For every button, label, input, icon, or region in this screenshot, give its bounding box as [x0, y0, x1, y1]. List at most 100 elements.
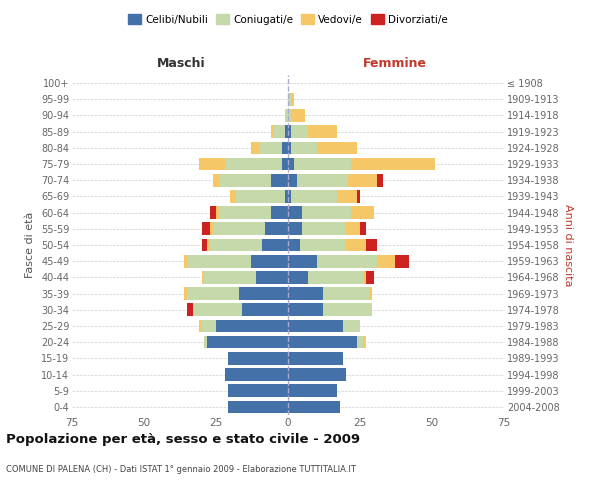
Bar [368, 288, 371, 300]
Bar [291, 126, 308, 138]
Text: Popolazione per età, sesso e stato civile - 2009: Popolazione per età, sesso e stato civil… [6, 432, 360, 446]
Bar [360, 222, 366, 235]
Bar [349, 174, 377, 186]
Bar [363, 336, 366, 348]
Bar [363, 271, 366, 283]
Bar [187, 304, 193, 316]
Bar [259, 142, 282, 154]
Bar [288, 109, 291, 122]
Bar [291, 93, 294, 106]
Bar [288, 206, 302, 219]
Bar [288, 238, 299, 252]
Bar [291, 109, 305, 122]
Bar [210, 222, 213, 235]
Bar [262, 238, 288, 252]
Bar [323, 288, 368, 300]
Bar [216, 206, 219, 219]
Bar [288, 93, 291, 106]
Bar [357, 336, 363, 348]
Bar [193, 304, 242, 316]
Bar [299, 238, 346, 252]
Text: Maschi: Maschi [157, 57, 206, 70]
Bar [224, 158, 282, 170]
Bar [285, 109, 288, 122]
Bar [251, 255, 288, 268]
Bar [219, 174, 271, 186]
Bar [285, 126, 288, 138]
Bar [302, 206, 352, 219]
Bar [265, 222, 288, 235]
Bar [199, 320, 202, 332]
Bar [337, 190, 357, 202]
Bar [288, 271, 308, 283]
Bar [216, 320, 288, 332]
Bar [323, 304, 371, 316]
Bar [308, 271, 363, 283]
Bar [251, 142, 259, 154]
Bar [274, 126, 285, 138]
Bar [343, 320, 360, 332]
Bar [242, 304, 288, 316]
Bar [285, 190, 288, 202]
Bar [288, 174, 296, 186]
Bar [288, 190, 291, 202]
Bar [288, 222, 302, 235]
Bar [208, 238, 210, 252]
Bar [296, 174, 349, 186]
Bar [227, 400, 288, 413]
Bar [256, 271, 288, 283]
Bar [184, 288, 187, 300]
Bar [202, 320, 216, 332]
Bar [346, 238, 366, 252]
Bar [227, 384, 288, 397]
Legend: Celibi/Nubili, Coniugati/e, Vedovi/e, Divorziati/e: Celibi/Nubili, Coniugati/e, Vedovi/e, Di… [124, 10, 452, 29]
Bar [288, 400, 340, 413]
Bar [352, 158, 435, 170]
Bar [317, 255, 377, 268]
Bar [282, 158, 288, 170]
Bar [366, 271, 374, 283]
Bar [236, 190, 285, 202]
Bar [239, 288, 288, 300]
Bar [202, 238, 208, 252]
Bar [208, 336, 288, 348]
Bar [291, 190, 337, 202]
Bar [288, 255, 317, 268]
Bar [202, 271, 205, 283]
Bar [213, 222, 265, 235]
Bar [291, 142, 317, 154]
Bar [213, 174, 219, 186]
Bar [357, 190, 360, 202]
Bar [205, 271, 256, 283]
Bar [187, 288, 239, 300]
Bar [366, 238, 377, 252]
Bar [288, 126, 291, 138]
Bar [282, 142, 288, 154]
Bar [288, 158, 294, 170]
Bar [288, 368, 346, 381]
Bar [294, 158, 352, 170]
Bar [395, 255, 409, 268]
Bar [224, 368, 288, 381]
Y-axis label: Anni di nascita: Anni di nascita [563, 204, 574, 286]
Bar [271, 206, 288, 219]
Bar [288, 336, 357, 348]
Bar [227, 352, 288, 364]
Bar [288, 320, 343, 332]
Bar [219, 206, 271, 219]
Bar [288, 288, 323, 300]
Bar [184, 255, 187, 268]
Bar [288, 304, 323, 316]
Bar [210, 206, 216, 219]
Bar [302, 222, 346, 235]
Bar [288, 142, 291, 154]
Text: Femmine: Femmine [362, 57, 427, 70]
Bar [317, 142, 357, 154]
Bar [210, 238, 262, 252]
Bar [187, 255, 251, 268]
Bar [205, 336, 208, 348]
Bar [230, 190, 236, 202]
Bar [377, 174, 383, 186]
Bar [271, 174, 288, 186]
Bar [271, 126, 274, 138]
